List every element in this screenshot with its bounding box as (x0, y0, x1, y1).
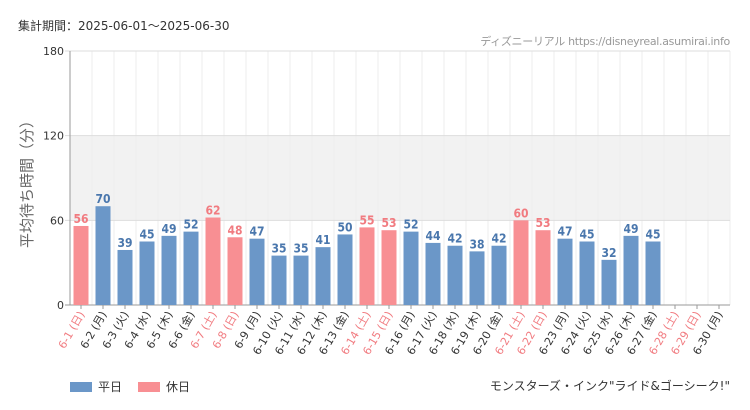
data-label: 55 (359, 213, 374, 227)
legend-item-weekday[interactable]: 平日 (70, 378, 122, 395)
bar (139, 241, 155, 305)
legend: 平日 休日 (70, 378, 206, 395)
y-tick-label: 180 (43, 45, 64, 58)
bar (491, 245, 507, 305)
data-label: 52 (183, 218, 198, 232)
bar (381, 230, 397, 305)
data-label: 48 (227, 223, 242, 237)
bar (205, 217, 221, 305)
legend-swatch-holiday (138, 381, 161, 392)
data-label: 42 (491, 232, 506, 246)
bar (403, 231, 419, 305)
bar (645, 241, 661, 305)
period-label: 集計期間：2025-06-01～2025-06-30 (18, 19, 230, 33)
bar (227, 237, 243, 305)
data-label: 35 (293, 242, 308, 256)
bar (315, 247, 331, 305)
bar (183, 231, 199, 305)
data-label: 56 (73, 212, 88, 226)
legend-swatch-weekday (70, 381, 92, 392)
bar (337, 234, 353, 305)
data-label: 47 (557, 225, 572, 239)
legend-label-holiday: 休日 (166, 380, 191, 394)
data-label: 41 (315, 233, 330, 247)
data-label: 45 (139, 228, 154, 242)
bar (469, 251, 485, 305)
data-label: 38 (469, 237, 484, 251)
data-label: 53 (535, 216, 550, 230)
bar (579, 241, 595, 305)
data-label: 49 (623, 222, 638, 236)
data-label: 35 (271, 242, 286, 256)
data-label: 52 (403, 218, 418, 232)
data-label: 62 (205, 204, 220, 218)
data-label: 47 (249, 225, 264, 239)
bar (513, 220, 529, 305)
data-label: 70 (95, 192, 110, 206)
data-label: 60 (513, 206, 528, 220)
data-label: 45 (645, 228, 660, 242)
bar (535, 230, 551, 305)
bar (447, 245, 463, 305)
bar (557, 238, 573, 305)
legend-label-weekday: 平日 (98, 380, 123, 394)
data-label: 50 (337, 220, 352, 234)
bar (293, 255, 309, 305)
attraction-name: モンスターズ・インク"ライド&ゴーシーク!" (489, 379, 730, 393)
bar (249, 238, 265, 305)
data-label: 39 (117, 236, 132, 250)
site-attribution[interactable]: ディズニーリアル https://disneyreal.asumirai.inf… (480, 35, 730, 48)
legend-item-holiday[interactable]: 休日 (138, 378, 190, 395)
bar (601, 259, 617, 305)
data-label: 45 (579, 228, 594, 242)
y-tick-label: 60 (50, 214, 64, 227)
bar (623, 235, 639, 305)
bar (117, 249, 133, 305)
bar (359, 227, 375, 305)
data-label: 42 (447, 232, 462, 246)
data-label: 53 (381, 216, 396, 230)
bar (73, 225, 89, 305)
data-label: 44 (425, 229, 441, 243)
data-label: 49 (161, 222, 176, 236)
bar (425, 242, 441, 305)
bar (161, 235, 177, 305)
data-label: 32 (601, 246, 616, 260)
y-tick-label: 120 (43, 130, 64, 143)
bar (95, 206, 111, 305)
y-tick-label: 0 (57, 299, 64, 312)
bar (271, 255, 287, 305)
